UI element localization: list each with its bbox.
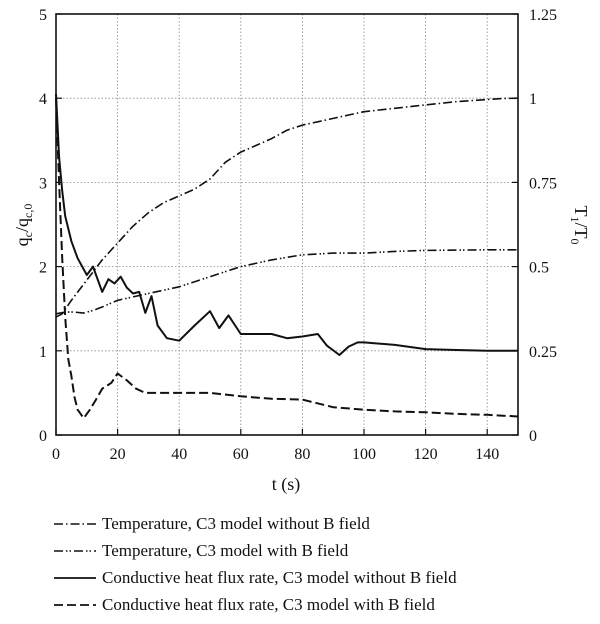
legend-label: Temperature, C3 model with B field [102, 540, 349, 560]
x-tick-label: 60 [233, 446, 249, 463]
x-tick-label: 40 [171, 446, 187, 463]
y-right-tick-label: 0.25 [529, 344, 557, 361]
legend-item: Temperature, C3 model with B field [52, 537, 592, 564]
y-right-tick-label: 1.25 [529, 7, 557, 24]
legend-item: Conductive heat flux rate, C3 model with… [52, 591, 592, 618]
y-right-tick-label: 0.5 [529, 260, 549, 277]
legend-item: Temperature, C3 model without B field [52, 510, 592, 537]
x-tick-label: 100 [352, 446, 376, 463]
y-right-tick-label: 1 [529, 91, 537, 108]
y-right-title-mid: /T [571, 223, 591, 239]
y-right-title-base: T [571, 206, 591, 217]
legend-label: Temperature, C3 model without B field [102, 513, 370, 533]
legend-swatch-dash-dot-dot [54, 549, 96, 552]
axis-ticks: 0 20 40 60 80 100 120 140 0 1 2 3 4 5 0 0.25 0.5 0.75 1 1.2… [39, 7, 557, 463]
legend-swatch-dashed [54, 603, 96, 606]
y-right-tick-label: 0 [529, 428, 537, 445]
svg-text:qc/qc,0: qc/qc,0 [12, 204, 35, 247]
series-line-dash-dot [55, 97, 519, 318]
x-tick-label: 120 [414, 446, 438, 463]
legend: Temperature, C3 model without B field Te… [52, 510, 592, 618]
x-tick-label: 20 [110, 446, 126, 463]
svg-text:T1/T0: T1/T0 [568, 206, 591, 245]
y-left-title-sub2: c,0 [21, 204, 35, 218]
y-left-tick-label: 3 [39, 175, 47, 192]
x-tick-label: 80 [294, 446, 310, 463]
y-left-title-base: q [12, 237, 32, 246]
y-left-tick-label: 5 [39, 7, 47, 24]
legend-label: Conductive heat flux rate, C3 model with… [102, 594, 435, 614]
series-line-solid [55, 93, 518, 356]
x-axis-title: t (s) [272, 474, 301, 495]
y-left-axis-title: qc/qc,0 [12, 204, 35, 247]
grid [56, 14, 518, 435]
x-tick-label: 0 [52, 446, 60, 463]
series-line-dash-dot-dot [55, 249, 518, 315]
y-left-tick-label: 4 [39, 91, 47, 108]
y-right-axis-title: T1/T0 [568, 206, 591, 245]
series-lines [55, 93, 519, 420]
legend-swatch-dash-dot [54, 522, 96, 525]
y-left-tick-label: 0 [39, 428, 47, 445]
y-right-title-sub2: 0 [568, 239, 582, 245]
y-right-title-sub1: 1 [568, 217, 582, 223]
y-left-title-sub1: c [21, 232, 35, 237]
y-left-title-mid: /q [12, 218, 32, 232]
series-line-dashed [55, 98, 519, 420]
y-left-tick-label: 1 [39, 344, 47, 361]
legend-item: Conductive heat flux rate, C3 model with… [52, 564, 592, 591]
plot-frame [55, 13, 519, 436]
legend-swatch-solid [54, 576, 96, 579]
legend-label: Conductive heat flux rate, C3 model with… [102, 567, 457, 587]
x-tick-label: 140 [475, 446, 499, 463]
y-left-tick-label: 2 [39, 260, 47, 277]
chart-canvas: 0 20 40 60 80 100 120 140 0 1 2 3 4 5 0 0.25 0.5 0.75 1 1.2… [12, 7, 591, 495]
y-right-tick-label: 0.75 [529, 175, 557, 192]
